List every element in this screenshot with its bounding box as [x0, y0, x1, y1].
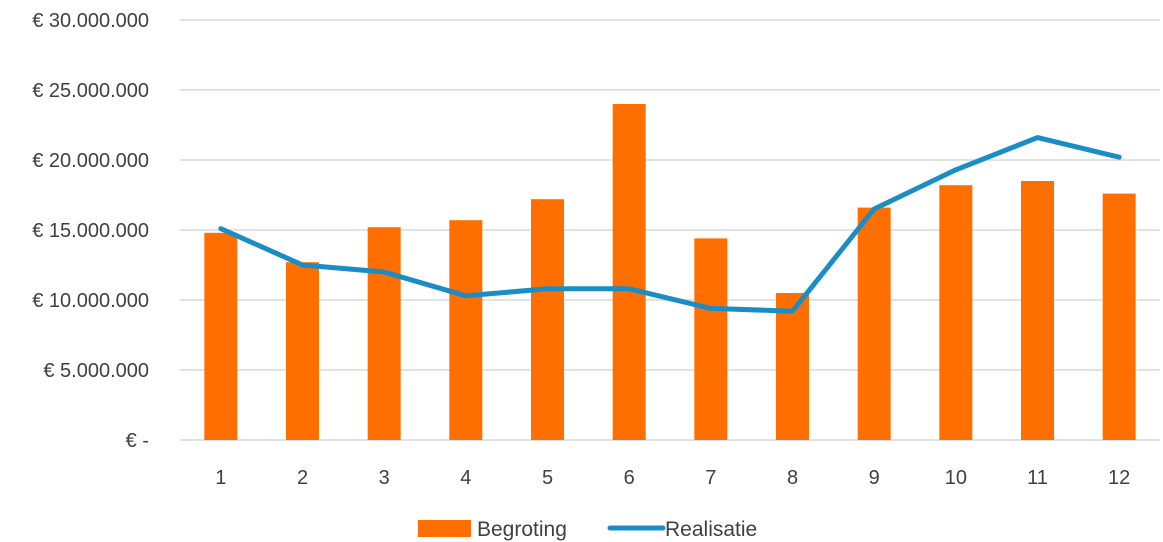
bar-begroting-6: [613, 104, 646, 440]
legend-label-realisatie: Realisatie: [665, 518, 757, 541]
x-tick-label: 10: [945, 467, 967, 489]
y-tick-label: € 10.000.000: [32, 290, 149, 312]
x-tick-label: 1: [215, 467, 226, 489]
y-tick-label: € 30.000.000: [32, 10, 149, 32]
x-tick-label: 4: [460, 467, 471, 489]
y-tick-label: € 15.000.000: [32, 220, 149, 242]
legend-label-begroting: Begroting: [477, 518, 567, 541]
bar-begroting-10: [939, 185, 972, 440]
bar-begroting-2: [286, 262, 319, 440]
legend-swatch-begroting: [418, 520, 471, 537]
bar-begroting-5: [531, 199, 564, 440]
bar-begroting-4: [449, 220, 482, 440]
x-tick-label: 2: [297, 467, 308, 489]
bar-begroting-1: [204, 233, 237, 440]
bar-begroting-7: [694, 238, 727, 440]
line-realisatie: [221, 138, 1119, 312]
y-tick-label: € 5.000.000: [43, 360, 149, 382]
y-tick-label: € -: [126, 430, 149, 452]
x-tick-label: 11: [1027, 467, 1048, 489]
y-tick-label: € 20.000.000: [32, 150, 149, 172]
x-axis-ticks: 1 2 3 4 5 6 7 8 9 10 11 12: [215, 467, 1130, 489]
x-tick-label: 7: [705, 467, 716, 489]
y-axis-ticks: € - € 5.000.000 € 10.000.000 € 15.000.000 € …: [32, 10, 149, 452]
x-tick-label: 5: [542, 467, 553, 489]
x-tick-label: 9: [869, 467, 880, 489]
x-tick-label: 3: [379, 467, 390, 489]
x-tick-label: 12: [1108, 467, 1130, 489]
gridlines: [180, 20, 1160, 440]
bar-begroting-9: [858, 208, 891, 440]
y-tick-label: € 25.000.000: [32, 80, 149, 102]
bar-begroting-12: [1103, 194, 1136, 440]
x-tick-label: 6: [624, 467, 635, 489]
line-series-realisatie: [221, 138, 1120, 312]
bar-begroting-11: [1021, 181, 1054, 440]
bar-begroting-8: [776, 293, 809, 440]
legend: Begroting Realisatie: [418, 518, 757, 541]
x-tick-label: 8: [787, 467, 798, 489]
bar-begroting-3: [368, 227, 401, 440]
